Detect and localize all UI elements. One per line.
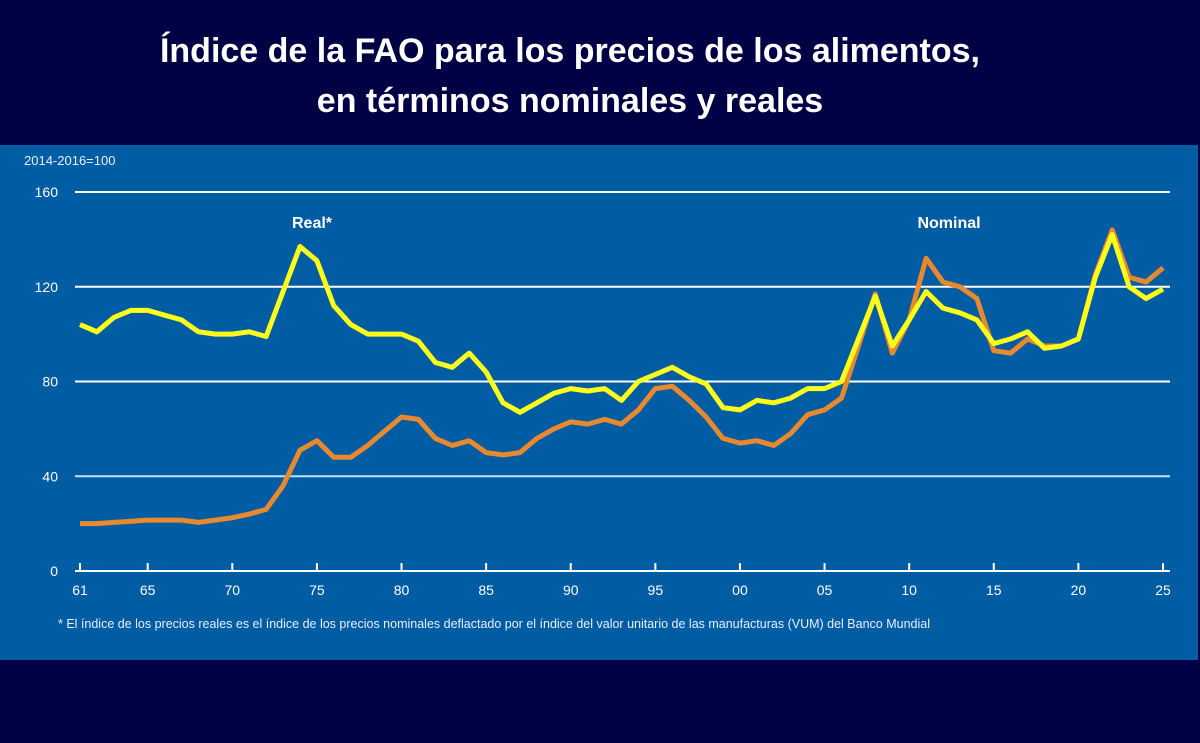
title-line-2: en términos nominales y reales (316, 82, 824, 120)
title-line-1: Índice de la FAO para los precios de los… (159, 32, 981, 70)
y-tick-label: 120 (35, 279, 59, 295)
x-tick-label: 95 (648, 582, 664, 598)
x-tick-label: 05 (817, 582, 833, 598)
series-line-real (79, 232, 1165, 415)
x-tick-label: 10 (901, 582, 917, 598)
x-tick-label: 61 (72, 582, 88, 598)
x-tick-label: 70 (225, 582, 241, 598)
x-tick-label: 85 (478, 582, 494, 598)
y-tick-label: 40 (42, 468, 58, 484)
y-tick-label: 160 (35, 184, 59, 200)
series-label-nominal: Nominal (917, 215, 980, 232)
x-tick-label: 20 (1071, 582, 1087, 598)
x-tick-label: 75 (309, 582, 325, 598)
y-axis-unit-label: 2014-2016=100 (24, 153, 115, 168)
x-tick-label: 80 (394, 582, 410, 598)
chart-panel (0, 145, 1198, 660)
series-label-real: Real* (292, 215, 333, 232)
y-tick-label: 80 (42, 374, 58, 390)
series-line-nominal (80, 227, 1165, 527)
x-tick-label: 90 (563, 582, 579, 598)
x-tick-label: 25 (1155, 582, 1171, 598)
x-tick-label: 15 (986, 582, 1002, 598)
chart-title: Índice de la FAO para los precios de los… (0, 26, 1140, 126)
x-tick-label: 00 (732, 582, 748, 598)
footnote: * El índice de los precios reales es el … (58, 617, 930, 631)
y-tick-label: 0 (50, 563, 58, 579)
x-tick-label: 65 (140, 582, 156, 598)
